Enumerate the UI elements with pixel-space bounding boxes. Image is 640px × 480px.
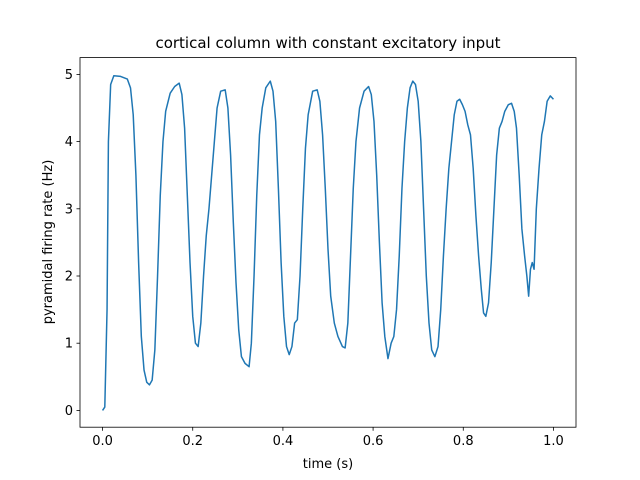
y-tick-label: 4 (65, 135, 73, 150)
y-tick-label: 3 (65, 202, 73, 217)
y-tick-label: 2 (65, 270, 73, 285)
chart-title: cortical column with constant excitatory… (155, 34, 500, 52)
x-axis-label: time (s) (303, 457, 353, 472)
x-tick-label: 0.4 (273, 434, 294, 449)
plot-frame (79, 57, 577, 428)
x-tick-label: 0.8 (453, 434, 474, 449)
x-tick-label: 1.0 (543, 434, 564, 449)
y-tick-label: 5 (65, 68, 73, 83)
x-tick-label: 0.6 (363, 434, 384, 449)
y-axis-label: pyramidal firing rate (Hz) (41, 160, 56, 325)
data-line (101, 74, 554, 411)
x-tick-label: 0.2 (182, 434, 203, 449)
y-tick-label: 0 (65, 404, 73, 419)
x-tick-label: 0.0 (92, 434, 113, 449)
y-tick-label: 1 (65, 337, 73, 352)
